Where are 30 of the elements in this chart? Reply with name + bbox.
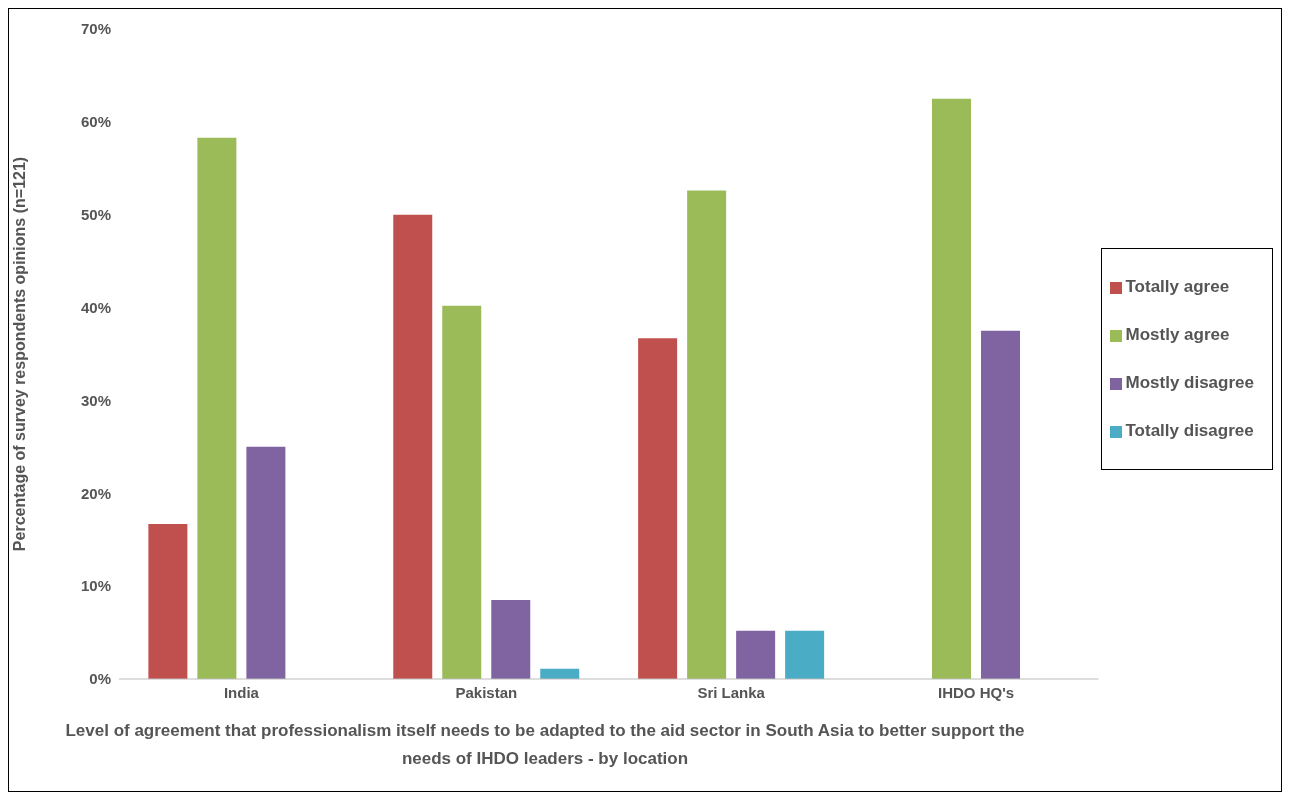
legend-label: Mostly disagree xyxy=(1125,373,1254,392)
bar xyxy=(442,305,482,679)
y-tick-label: 10% xyxy=(80,577,111,595)
legend-label: Totally disagree xyxy=(1125,421,1254,440)
bar xyxy=(491,600,531,679)
y-tick-label: 20% xyxy=(80,484,111,502)
bar xyxy=(981,330,1021,679)
x-tick-label: IHDO HQ's xyxy=(938,683,1015,701)
x-tick-label: Pakistan xyxy=(455,683,518,701)
bar xyxy=(736,630,776,679)
bar xyxy=(148,523,188,679)
bar xyxy=(932,98,972,679)
y-tick-label: 30% xyxy=(80,391,111,409)
y-axis-title: Percentage of survey respondents opinions (n=121) xyxy=(10,156,28,552)
bar xyxy=(197,137,237,679)
bar xyxy=(687,190,727,679)
legend-label: Totally agree xyxy=(1125,277,1230,296)
y-tick-label: 40% xyxy=(80,298,111,316)
bar xyxy=(246,446,286,679)
bar xyxy=(393,214,433,679)
x-axis-title: Level of agreement that professionalism itself needs to be adapted to the aid sector in South Asia to better support the needs of IHDO leaders - by location xyxy=(64,720,1026,770)
legend-label: Mostly agree xyxy=(1125,325,1230,344)
y-tick-label: 70% xyxy=(80,20,111,38)
y-tick-label: 0% xyxy=(89,670,111,688)
x-tick-label: Sri Lanka xyxy=(697,683,766,701)
y-tick-label: 60% xyxy=(80,113,111,131)
x-tick-label: India xyxy=(223,683,260,701)
bar xyxy=(638,338,678,679)
bar xyxy=(785,630,825,679)
y-tick-label: 50% xyxy=(80,206,111,224)
